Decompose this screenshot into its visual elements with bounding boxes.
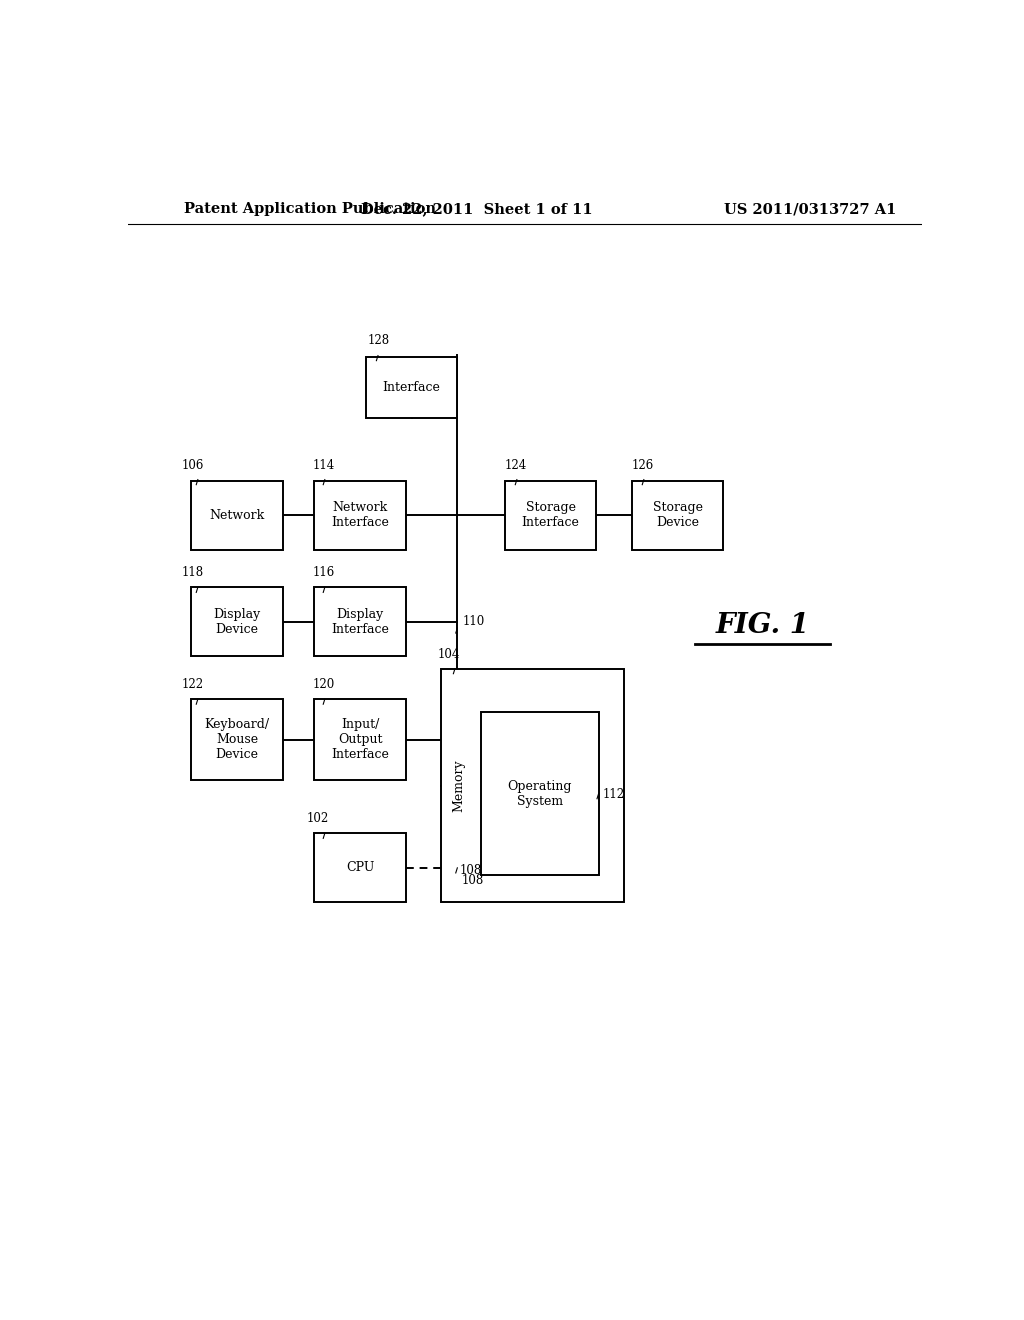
Text: Display
Device: Display Device: [213, 609, 261, 636]
Bar: [367, 356, 458, 417]
Text: FIG. 1: FIG. 1: [716, 612, 810, 639]
Text: 104: 104: [437, 648, 460, 660]
Text: Storage
Interface: Storage Interface: [521, 502, 580, 529]
Bar: [314, 700, 406, 780]
Text: Network: Network: [210, 508, 265, 521]
Bar: [505, 480, 596, 549]
Text: 108: 108: [461, 874, 483, 887]
Text: Display
Interface: Display Interface: [331, 609, 389, 636]
Bar: [314, 480, 406, 549]
Bar: [481, 713, 599, 875]
Text: Operating
System: Operating System: [508, 780, 572, 808]
Text: 128: 128: [368, 334, 390, 347]
Bar: [632, 480, 723, 549]
Text: US 2011/0313727 A1: US 2011/0313727 A1: [724, 202, 897, 216]
Text: 112: 112: [602, 788, 625, 801]
Bar: [441, 669, 624, 903]
Bar: [191, 587, 283, 656]
Text: Patent Application Publication: Patent Application Publication: [183, 202, 435, 216]
Text: 110: 110: [463, 615, 485, 628]
Text: 126: 126: [632, 459, 654, 473]
Text: 106: 106: [182, 459, 205, 473]
Bar: [314, 833, 406, 903]
Text: Storage
Device: Storage Device: [652, 502, 702, 529]
Bar: [191, 480, 283, 549]
Bar: [191, 700, 283, 780]
Text: Dec. 22, 2011  Sheet 1 of 11: Dec. 22, 2011 Sheet 1 of 11: [361, 202, 593, 216]
Text: Network
Interface: Network Interface: [331, 502, 389, 529]
Text: 108: 108: [460, 865, 482, 876]
Text: 118: 118: [182, 566, 204, 579]
Bar: [314, 587, 406, 656]
Text: Memory: Memory: [453, 759, 466, 812]
Text: 102: 102: [306, 812, 329, 825]
Text: Input/
Output
Interface: Input/ Output Interface: [331, 718, 389, 762]
Text: Interface: Interface: [383, 380, 440, 393]
Text: 116: 116: [313, 566, 335, 579]
Text: 124: 124: [504, 459, 526, 473]
Text: 114: 114: [313, 459, 335, 473]
Text: CPU: CPU: [346, 862, 375, 874]
Text: 122: 122: [182, 678, 204, 690]
Text: 120: 120: [313, 678, 335, 690]
Text: Keyboard/
Mouse
Device: Keyboard/ Mouse Device: [205, 718, 269, 762]
